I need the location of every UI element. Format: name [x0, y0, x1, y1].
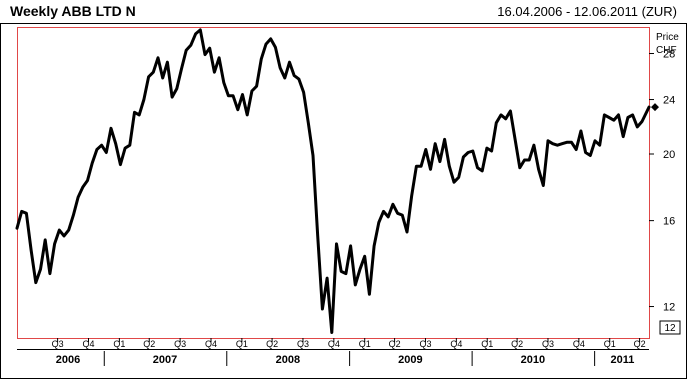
y-tick-label: 28: [663, 49, 675, 61]
x-year-label: 2009: [398, 354, 422, 366]
current-value-marker: 12: [660, 321, 680, 334]
chart-title: Weekly ABB LTD N: [10, 3, 136, 19]
price-series-line: [17, 30, 649, 333]
x-year-label: 2010: [521, 354, 545, 366]
x-quarter-label: Q1: [113, 339, 125, 349]
y-axis-ticks: 28 24 20 16 12: [649, 49, 675, 314]
x-axis-ticks: Q3 Q4 Q1 Q2 Q3 Q4 Q1 Q2 Q3 Q4 Q1 Q2 Q3 Q4 Q1 Q2 Q3 Q4 Q1 Q2…: [52, 338, 646, 366]
y-tick-label: 12: [663, 302, 675, 314]
x-quarter-label: Q3: [419, 339, 431, 349]
x-quarter-label: Q1: [359, 339, 371, 349]
series-layer: [17, 30, 659, 333]
x-quarter-label: Q3: [52, 339, 64, 349]
current-value-label: 12: [664, 323, 676, 334]
x-quarter-label: Q4: [573, 339, 585, 349]
date-range: 16.04.2006 - 12.06.2011 (ZUR): [497, 4, 677, 19]
x-quarter-label: Q2: [389, 339, 401, 349]
x-quarter-label: Q4: [82, 339, 94, 349]
x-quarter-label: Q3: [542, 339, 554, 349]
x-quarter-label: Q2: [511, 339, 523, 349]
y-tick-label: 16: [663, 216, 675, 228]
x-quarter-label: Q2: [266, 339, 278, 349]
x-quarter-label: Q2: [143, 339, 155, 349]
outer-frame: [1, 24, 687, 379]
x-quarter-label: Q1: [236, 339, 248, 349]
last-price-marker: [651, 103, 659, 111]
y-tick-label: 24: [663, 95, 675, 107]
x-year-label: 2006: [56, 354, 80, 366]
x-quarter-label: Q4: [328, 339, 340, 349]
x-year-label: 2007: [153, 354, 177, 366]
x-quarter-label: Q4: [450, 339, 462, 349]
x-quarter-label: Q4: [205, 339, 217, 349]
y-axis-label-price: Price: [656, 32, 679, 43]
x-quarter-label: Q3: [297, 339, 309, 349]
x-year-label: 2008: [276, 354, 300, 366]
x-quarter-label: Q2: [634, 339, 646, 349]
x-quarter-label: Q1: [604, 339, 616, 349]
x-year-label: 2011: [611, 354, 635, 366]
x-quarter-label: Q1: [481, 339, 493, 349]
x-quarter-label: Q3: [174, 339, 186, 349]
y-tick-label: 20: [663, 149, 675, 161]
